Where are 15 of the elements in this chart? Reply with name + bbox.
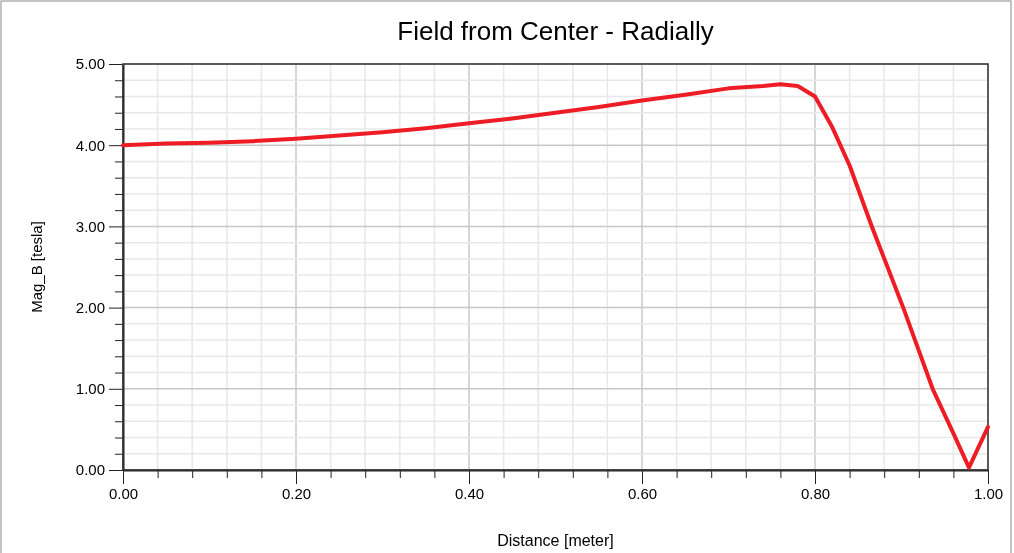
chart-title: Field from Center - Radially bbox=[397, 16, 714, 46]
x-tick-label: 0.20 bbox=[281, 484, 312, 502]
x-axis-title: Distance [meter] bbox=[497, 532, 614, 549]
y-tick-label: 5.00 bbox=[75, 55, 105, 73]
y-axis-title: Mag_B [tesla] bbox=[28, 221, 45, 313]
y-tick-label: 4.00 bbox=[75, 136, 105, 154]
y-tick-label: 3.00 bbox=[75, 217, 105, 235]
x-tick-label: 0.00 bbox=[108, 484, 139, 502]
y-tick-label: 2.00 bbox=[75, 298, 105, 316]
y-tick-label: 0.00 bbox=[75, 461, 105, 479]
y-tick-label: 1.00 bbox=[75, 380, 105, 398]
x-tick-label: 0.60 bbox=[627, 484, 658, 502]
x-tick-label: 1.00 bbox=[973, 484, 1004, 502]
x-tick-label: 0.40 bbox=[454, 484, 485, 502]
x-tick-label: 0.80 bbox=[800, 484, 831, 502]
